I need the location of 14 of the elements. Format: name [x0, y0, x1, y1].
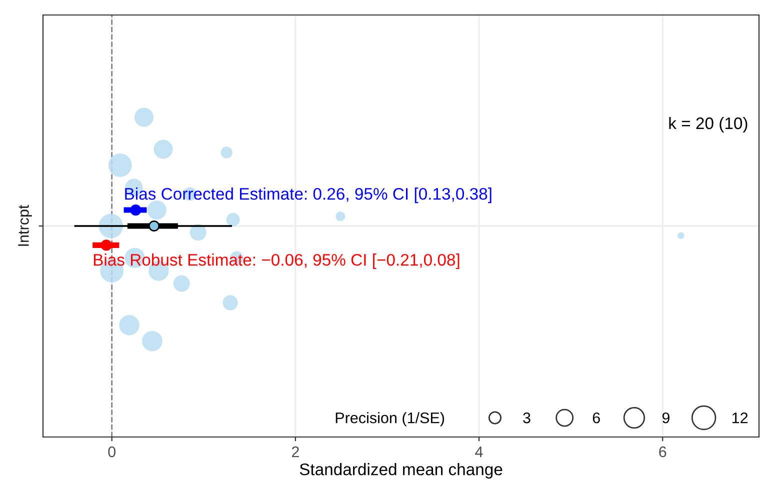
annotation: Bias Robust Estimate: −0.06, 95% CI [−0.21,0.08]: [94, 254, 460, 270]
x-tick-label: 2: [292, 446, 299, 458]
x-tick-label: 4: [475, 446, 483, 458]
x-tick-label: 6: [659, 446, 666, 458]
legend-title: Precision (1/SE): [336, 412, 444, 426]
annotation: Bias Corrected Estimate: 0.26, 95% CI [0.13,0.38]: [125, 188, 492, 204]
x-axis-title: Standardized mean change: [300, 463, 502, 479]
annotation: k = 20 (10): [669, 116, 748, 132]
legend-label: 6: [592, 412, 600, 424]
legend-label: 12: [732, 412, 748, 424]
x-tick-label: 0: [108, 446, 116, 458]
legend-label: 9: [662, 412, 670, 424]
legend-label: 3: [523, 412, 530, 424]
text: Intrcpt: [18, 204, 32, 246]
